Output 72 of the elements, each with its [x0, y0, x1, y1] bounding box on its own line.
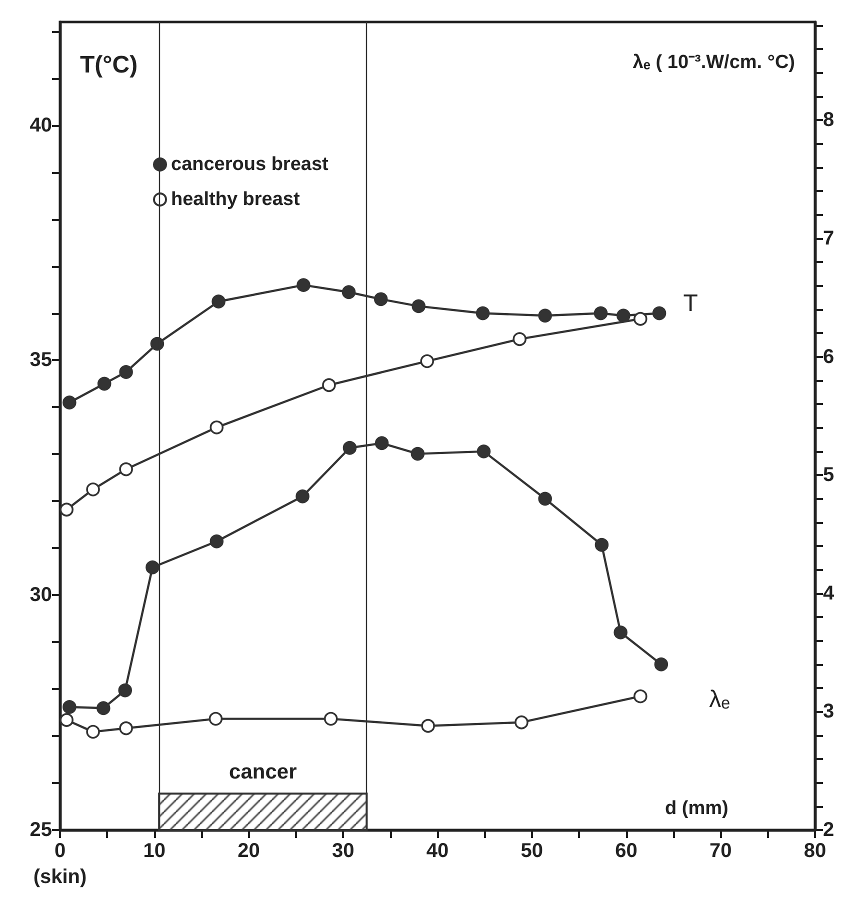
point: [210, 534, 224, 548]
point: [86, 724, 100, 739]
point: [374, 292, 388, 306]
band-label: cancer: [229, 760, 297, 784]
point: [342, 285, 356, 300]
point: [654, 657, 668, 672]
point: [96, 701, 110, 716]
point: [342, 440, 357, 455]
point: [119, 365, 133, 379]
point: [476, 306, 490, 320]
point: [634, 689, 648, 704]
y-tick-label: 35: [30, 349, 52, 372]
annotation: λₑ: [709, 686, 730, 713]
point: [538, 308, 552, 322]
legend-label: cancerous breast: [171, 154, 330, 175]
point: [410, 446, 425, 461]
point: [421, 718, 435, 733]
point: [512, 332, 527, 346]
point: [634, 312, 648, 326]
y-tick-label: 25: [30, 819, 52, 841]
point: [652, 306, 666, 320]
y2-tick-label: 5: [823, 464, 834, 486]
point: [538, 492, 552, 506]
x-axis-title: d (mm): [665, 798, 728, 819]
x-tick-label: 60: [615, 840, 638, 862]
x-tick-label: 0 (skin): [33, 840, 87, 888]
point: [146, 560, 160, 574]
y2-tick-label: 4: [823, 582, 835, 604]
y-tick-label: 40: [30, 114, 52, 136]
point: [616, 308, 630, 322]
x-tick-label: 80: [804, 840, 826, 862]
point: [374, 436, 389, 450]
point: [594, 306, 608, 320]
y-axis-title: T(°C): [80, 52, 138, 78]
y2-tick-label: 3: [823, 700, 834, 723]
point: [514, 715, 528, 730]
point: [614, 626, 628, 640]
point: [210, 420, 224, 434]
y2-tick-label: 6: [823, 346, 834, 368]
point: [296, 278, 310, 292]
point: [412, 299, 426, 314]
x-tick-label: 50: [520, 840, 543, 862]
y2-tick-label: 7: [823, 227, 834, 250]
point: [150, 336, 164, 351]
point: [324, 712, 338, 726]
x-tick-label: 40: [426, 840, 449, 862]
y2-axis-title: λₑ ( 10⁻³.W/cm. °C): [632, 52, 795, 73]
x-tick-label: 10: [143, 840, 166, 862]
point: [594, 538, 609, 552]
point: [420, 354, 434, 368]
point: [97, 376, 112, 391]
point: [296, 489, 310, 504]
x-tick-label: 30: [332, 840, 354, 862]
legend-label: healthy breast: [171, 189, 300, 210]
y2-tick-label: 8: [823, 109, 834, 132]
annotation: T: [683, 290, 698, 317]
point: [208, 712, 223, 726]
y2-tick-label: 2: [823, 819, 834, 841]
point: [62, 396, 76, 410]
x-tick-label: 20: [238, 840, 260, 862]
point: [212, 294, 226, 308]
point: [119, 462, 133, 476]
y-tick-label: 30: [30, 584, 52, 606]
point: [62, 700, 76, 714]
point: [60, 713, 74, 727]
point: [322, 378, 336, 392]
point: [118, 684, 132, 698]
point: [60, 502, 74, 517]
point: [119, 721, 133, 736]
x-tick-label: 70: [710, 840, 732, 862]
point: [476, 444, 491, 458]
point: [86, 482, 100, 496]
